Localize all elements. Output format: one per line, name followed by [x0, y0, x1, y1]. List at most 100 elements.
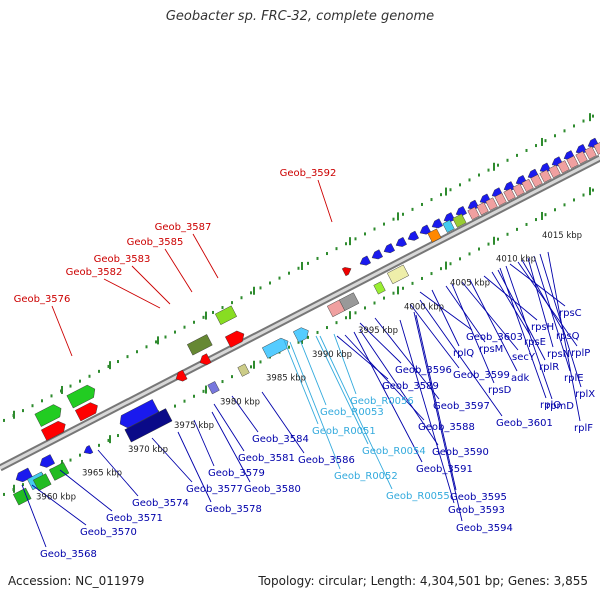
gene-label-cyan: Geob_R0052 — [334, 471, 398, 482]
gene-label-blue: Geob_3571 — [106, 513, 163, 524]
gene-label-blue: Geob_3593 — [448, 505, 505, 516]
gene-arrow-blue-shape — [119, 399, 160, 429]
leader-line — [431, 289, 460, 347]
gene-label-blue: rplF — [574, 423, 593, 434]
gene-arrow-cyan — [292, 327, 309, 343]
leader-line — [527, 257, 554, 348]
leader-line — [359, 329, 439, 446]
gene-block-pink — [485, 197, 498, 211]
gene-block-grey — [338, 292, 360, 311]
gene-block-navy-shape — [124, 408, 173, 443]
scale-label: 4010 kbp — [496, 255, 536, 265]
scale-labels: 3960 kbp 3965 kbp 3970 kbp 3975 kbp 3980 kbp… — [36, 231, 582, 502]
accession-text: Accession: NC_011979 — [8, 574, 145, 588]
gene-label-blue: Geob_3580 — [244, 484, 301, 495]
gene-label-cyan: Geob_R0051 — [312, 426, 376, 437]
gene-arrow-blue — [539, 162, 551, 173]
leader-line — [231, 395, 259, 433]
gene-block-khaki-shape — [237, 363, 250, 377]
leader-line — [336, 335, 389, 380]
gene-block-pink — [476, 202, 489, 216]
leader-line — [413, 311, 463, 522]
gene-label-blue: Geob_3601 — [496, 418, 553, 429]
gene-labels: Geob_3592 Geob_3587 Geob_3585 Geob_3583 Geob… — [14, 168, 596, 560]
gene-block-green — [48, 462, 70, 481]
gene-label-blue: rpsD — [488, 385, 512, 396]
gene-arrow-blue-shape — [455, 205, 467, 216]
gene-block-khaki — [237, 363, 250, 377]
gene-block-pink-shape — [467, 206, 480, 220]
leader-line — [131, 265, 171, 305]
leader-line — [419, 299, 503, 417]
gene-block-pink-shape — [485, 197, 498, 211]
gene-label-blue: rpsQ — [556, 331, 580, 342]
gene-features — [12, 137, 600, 506]
gene-label-blue: Geob_3578 — [205, 504, 262, 515]
scale-label: 3985 kbp — [266, 374, 306, 384]
gene-label-blue: Geob_3590 — [432, 447, 489, 458]
gene-block-pink — [575, 150, 588, 165]
gene-label-red: Geob_3576 — [14, 294, 71, 305]
leader-line — [359, 322, 402, 364]
gene-block-orange — [427, 228, 442, 243]
leader-line — [461, 281, 519, 351]
leader-line — [469, 279, 518, 372]
gene-arrow-red-shape — [74, 402, 98, 422]
gene-block-navy — [124, 408, 173, 443]
leader-line — [59, 469, 113, 512]
gene-block-lightgreen — [214, 305, 238, 325]
gene-label-cyan: Geob_R0056 — [350, 396, 414, 407]
gene-block-pink-shape — [476, 202, 489, 216]
gene-arrow-red-shape — [175, 369, 188, 382]
leader-line — [289, 341, 341, 470]
gene-arrow-blue — [83, 445, 94, 455]
gene-block-pink — [539, 169, 552, 183]
leader-line — [419, 291, 473, 331]
gene-block-cyan-shape — [442, 219, 455, 233]
gene-block-grey-shape — [338, 292, 360, 311]
scale-ticks — [3, 113, 594, 496]
genome-title: Geobacter sp. FRC-32, complete genome — [165, 9, 435, 24]
leader-line — [151, 437, 193, 483]
gene-arrow-red-shape — [40, 420, 66, 441]
gene-arrow-blue — [39, 454, 56, 468]
gene-arrow-red — [40, 420, 66, 441]
gene-arrow-blue-shape — [383, 243, 395, 254]
leader-line — [353, 331, 423, 463]
gene-block-pink-shape — [512, 183, 525, 197]
gene-arrow-red-shape — [199, 353, 212, 366]
gene-arrow-blue — [575, 143, 587, 154]
gene-arrow-blue-shape — [467, 199, 479, 210]
gene-block-green — [452, 213, 467, 228]
gene-label-red: Geob_3585 — [127, 237, 184, 248]
gene-label-blue: Geob_3568 — [40, 549, 97, 560]
gene-block-green-shape — [12, 487, 32, 506]
gene-label-blue: Geob_3588 — [418, 422, 475, 433]
gene-label-red: Geob_3592 — [280, 168, 337, 179]
leader-line — [333, 333, 357, 395]
leader-line — [193, 419, 215, 467]
gene-label-blue: Geob_3599 — [453, 370, 510, 381]
gene-label-blue: rpmD — [546, 401, 574, 412]
gene-block-pink — [494, 192, 507, 206]
leader-line — [409, 303, 460, 369]
gene-block-pink — [512, 183, 525, 197]
gene-block-pink — [467, 206, 480, 220]
gene-block-orange-shape — [427, 228, 442, 243]
leader-line — [539, 253, 582, 388]
gene-arrow-blue — [407, 230, 419, 241]
leader-line — [445, 285, 486, 343]
gene-label-cyan: Geob_R0053 — [320, 407, 384, 418]
gene-arrow-green — [66, 384, 96, 409]
gene-label-blue: rpsH — [531, 322, 554, 333]
gene-arrow-blue-shape — [539, 162, 551, 173]
leader-line — [103, 278, 161, 309]
gene-arrow-blue — [443, 212, 455, 223]
leader-line — [51, 305, 73, 357]
gene-arrow-blue — [431, 218, 443, 229]
gene-arrow-blue-shape — [39, 454, 56, 468]
gene-label-blue: Geob_3584 — [252, 434, 309, 445]
gene-arrow-blue-shape — [407, 230, 419, 241]
gene-block-pink — [503, 188, 516, 202]
leader-line — [177, 431, 212, 503]
